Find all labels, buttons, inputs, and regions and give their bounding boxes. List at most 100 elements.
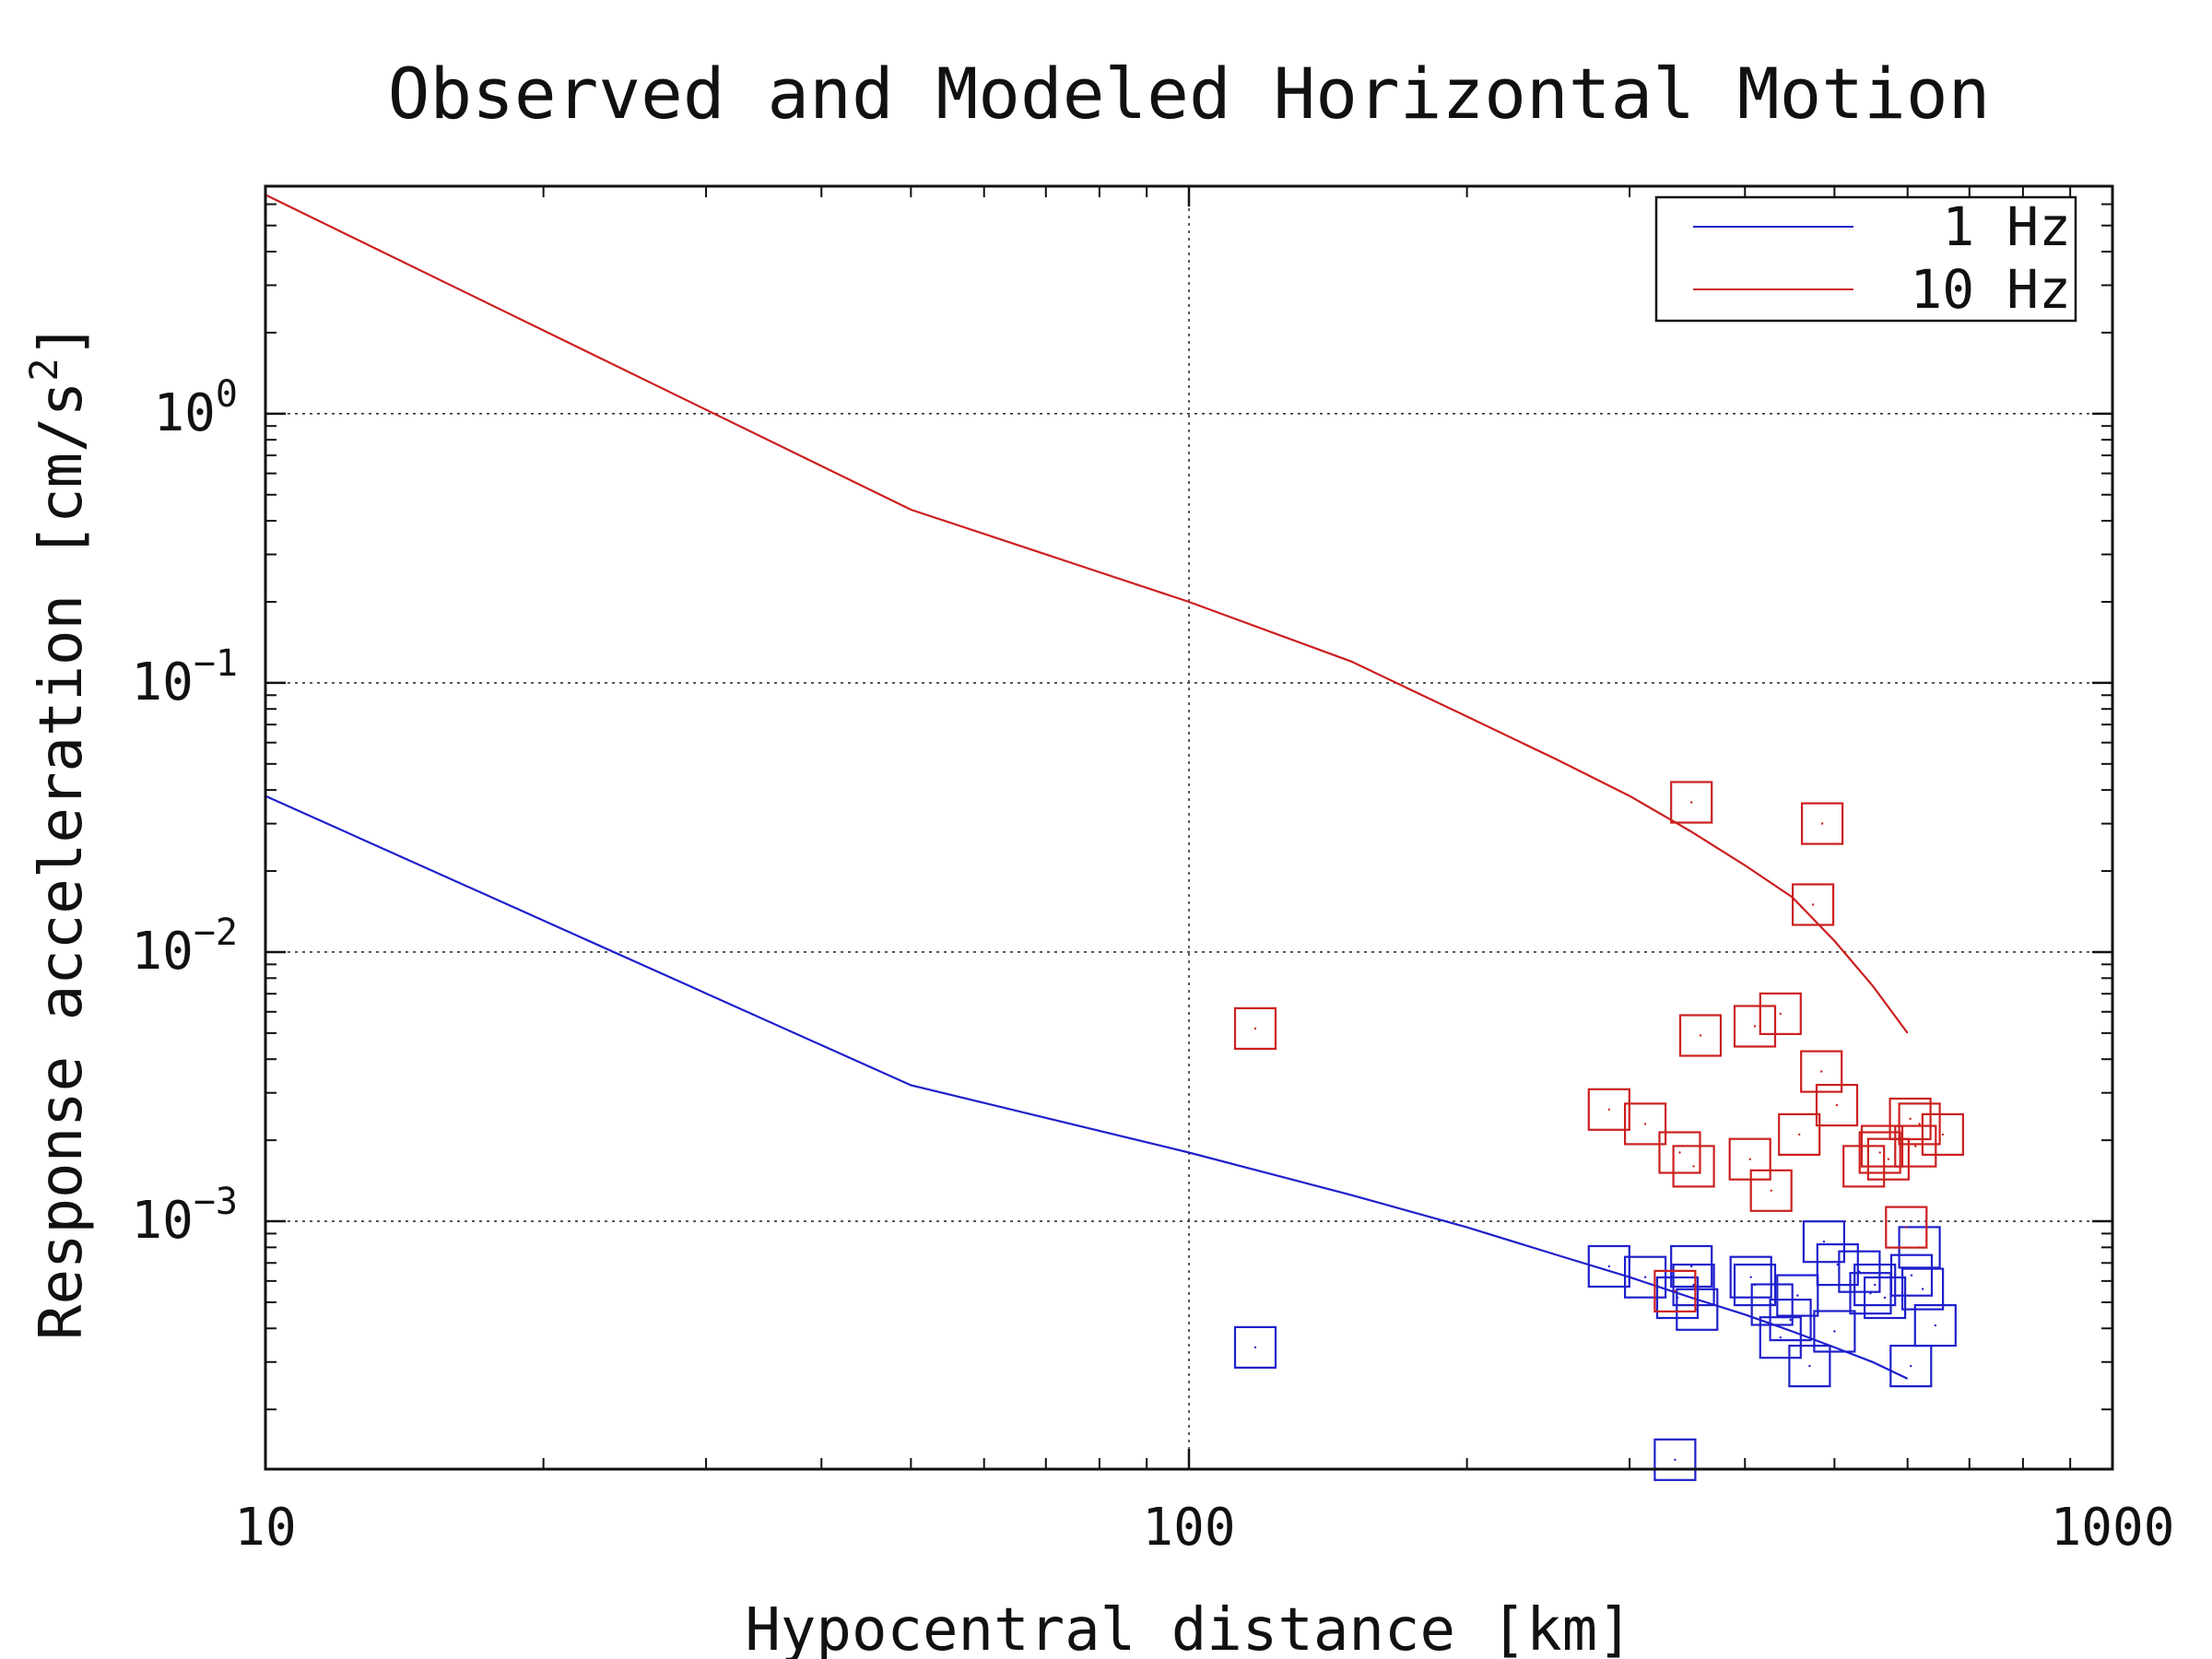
y-tick-label: 10−3 (131, 1181, 238, 1251)
data-point-center-1hz (1674, 1458, 1677, 1462)
data-point-center-10hz (1748, 1158, 1751, 1160)
data-point-center-10hz (1253, 1027, 1257, 1030)
data-point-10hz (1860, 1124, 1904, 1168)
data-point-10hz (1815, 1083, 1859, 1127)
plot-frame (264, 184, 2114, 1471)
data-point-1hz (1901, 1267, 1945, 1311)
y-axis-label-main: Response acceleration [cm/s (28, 382, 96, 1340)
legend-label-1hz: 1 Hz (1942, 195, 2071, 258)
data-point-center-10hz (1690, 801, 1693, 804)
data-point-1hz (1889, 1253, 1934, 1297)
data-point-1hz (1769, 1298, 1812, 1342)
y-tick-exponent: 0 (216, 373, 238, 416)
data-point-center-1hz (1808, 1364, 1811, 1368)
x-tick-label: 10 (234, 1498, 296, 1558)
y-tick-label: 10−2 (131, 912, 238, 982)
data-point-center-10hz (1811, 903, 1815, 906)
data-point-center-10hz (1918, 1123, 1921, 1125)
data-point-center-10hz (1753, 1025, 1757, 1028)
data-point-1hz (1670, 1244, 1713, 1288)
data-point-center-10hz (1941, 1133, 1945, 1136)
data-point-10hz (1733, 1005, 1777, 1048)
data-point-center-10hz (1692, 1165, 1695, 1168)
data-point-10hz (1749, 1169, 1793, 1212)
data-point-center-10hz (1878, 1151, 1881, 1154)
data-point-10hz (1800, 802, 1844, 845)
data-point-1hz (1913, 1303, 1957, 1347)
data-point-10hz (1898, 1102, 1941, 1146)
data-point-10hz (1233, 1006, 1277, 1051)
data-point-1hz (1233, 1325, 1277, 1370)
data-point-center-1hz (1934, 1324, 1936, 1327)
data-point-1hz (1838, 1250, 1881, 1293)
legend-box (1654, 195, 2077, 323)
data-point-10hz (1623, 1102, 1667, 1146)
data-point-center-1hz (1607, 1265, 1611, 1268)
data-point-center-10hz (1887, 1158, 1890, 1160)
data-point-center-1hz (1869, 1292, 1872, 1295)
data-point-center-1hz (1921, 1288, 1924, 1290)
data-point-1hz (1676, 1288, 1719, 1331)
data-point-10hz (1800, 1050, 1843, 1093)
data-point-10hz (1888, 1097, 1932, 1141)
y-tick-exponent: −2 (194, 912, 238, 954)
data-point-center-10hz (1914, 1145, 1917, 1147)
y-tick-label: 100 (153, 373, 238, 443)
data-point-1hz (1759, 1316, 1802, 1359)
data-point-center-1hz (1822, 1241, 1826, 1243)
data-point-10hz (1791, 883, 1835, 926)
y-axis-label: Response acceleration [cm/s2] (21, 323, 96, 1340)
data-point-center-10hz (1674, 1289, 1677, 1293)
data-point-center-10hz (1820, 822, 1824, 825)
data-point-center-10hz (1835, 1103, 1839, 1107)
data-point-10hz (1678, 1014, 1723, 1057)
y-tick-base: 10 (153, 383, 215, 443)
y-axis-label-superscript: 2 (21, 358, 66, 381)
data-point-center-10hz (1909, 1117, 1912, 1121)
data-point-10hz (1921, 1112, 1964, 1157)
chart-title: Observed and Modeled Horizontal Motion (388, 53, 1991, 135)
data-point-center-10hz (1643, 1123, 1647, 1125)
data-point-center-10hz (1770, 1189, 1772, 1193)
data-point-10hz (1866, 1137, 1911, 1181)
data-point-center-1hz (1796, 1294, 1799, 1297)
legend-label-10hz: 10 Hz (1910, 258, 2071, 321)
data-point-center-10hz (1607, 1108, 1611, 1112)
y-tick-exponent: −3 (194, 1181, 238, 1223)
y-tick-base: 10 (131, 653, 193, 712)
data-point-center-1hz (1779, 1336, 1783, 1339)
data-point-center-1hz (1910, 1364, 1912, 1368)
data-point-center-10hz (1820, 1070, 1823, 1073)
data-point-center-1hz (1690, 1265, 1693, 1268)
data-point-center-1hz (1910, 1274, 1913, 1277)
y-tick-base: 10 (131, 1191, 193, 1251)
legend: 1 Hz 10 Hz (1654, 195, 2077, 323)
x-axis-label: Hypocentral distance [km] (745, 1596, 1632, 1659)
data-point-1hz (1750, 1283, 1794, 1326)
data-point-1hz (1889, 1344, 1933, 1388)
data-point-1hz (1653, 1438, 1697, 1481)
data-point-1hz (1802, 1220, 1846, 1264)
data-point-1hz (1587, 1244, 1630, 1288)
grid (265, 186, 2112, 1469)
data-point-center-10hz (1779, 1012, 1783, 1016)
data-point-10hz (1670, 781, 1713, 824)
y-tick-base: 10 (131, 922, 193, 982)
data-point-center-1hz (1749, 1276, 1752, 1278)
series (265, 194, 1964, 1481)
data-point-1hz (1788, 1344, 1831, 1388)
data-point-10hz (1894, 1124, 1937, 1168)
data-point-10hz (1653, 1269, 1697, 1313)
series-line-10hz (265, 194, 1909, 1034)
y-tick-label: 10−1 (131, 642, 238, 712)
data-point-10hz (1587, 1088, 1630, 1131)
data-point-10hz (1858, 1131, 1901, 1174)
data-point-10hz (1658, 1131, 1701, 1174)
data-point-center-1hz (1771, 1303, 1773, 1306)
data-point-center-1hz (1874, 1283, 1877, 1287)
data-point-1hz (1813, 1310, 1856, 1353)
data-point-1hz (1776, 1274, 1819, 1317)
data-point-center-1hz (1253, 1346, 1257, 1349)
